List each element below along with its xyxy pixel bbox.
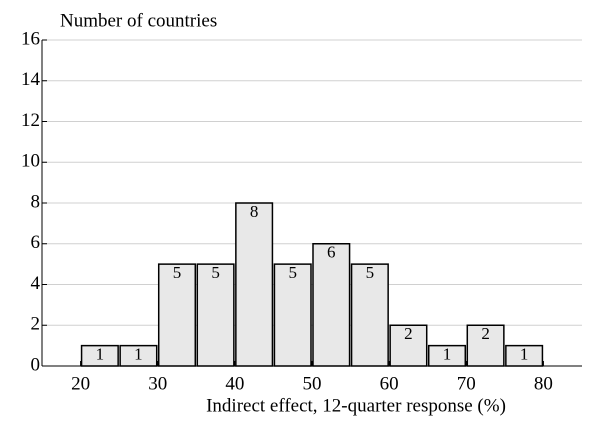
x-tick-label: 50	[303, 373, 322, 394]
bar	[235, 202, 274, 367]
value-label: 6	[327, 243, 336, 262]
bar	[157, 263, 197, 367]
value-label: 1	[520, 345, 529, 364]
value-label: 5	[366, 263, 375, 282]
value-label: 1	[96, 345, 105, 364]
value-label: 5	[288, 263, 297, 282]
bar	[350, 263, 389, 367]
y-tick-label: 0	[31, 354, 41, 375]
x-tick-label: 40	[225, 373, 244, 394]
y-tick-label: 8	[31, 191, 41, 212]
y-tick-label: 6	[31, 232, 41, 253]
x-tick-label: 20	[71, 373, 90, 394]
bar	[273, 263, 312, 367]
y-tick-label: 10	[21, 151, 40, 172]
x-axis-label: Indirect effect, 12-quarter response (%)	[206, 395, 506, 416]
value-label: 1	[134, 345, 143, 364]
bar	[389, 324, 428, 367]
value-label: 5	[211, 263, 220, 282]
value-label: 2	[481, 324, 490, 343]
y-tick-label: 14	[21, 69, 41, 90]
value-label: 2	[404, 324, 413, 343]
y-tick-label: 16	[21, 28, 40, 49]
x-tick-label: 70	[457, 373, 476, 394]
value-label: 1	[443, 345, 452, 364]
chart-title: Number of countries	[60, 10, 217, 31]
y-tick-label: 4	[31, 273, 41, 294]
x-tick-label: 60	[380, 373, 399, 394]
y-tick-label: 2	[31, 314, 41, 335]
value-label: 5	[173, 263, 182, 282]
bar	[312, 243, 351, 367]
x-tick-label: 30	[148, 373, 167, 394]
value-label: 8	[250, 202, 259, 221]
bar	[196, 263, 235, 367]
y-tick-label: 12	[21, 110, 40, 131]
x-tick-label: 80	[534, 373, 553, 394]
